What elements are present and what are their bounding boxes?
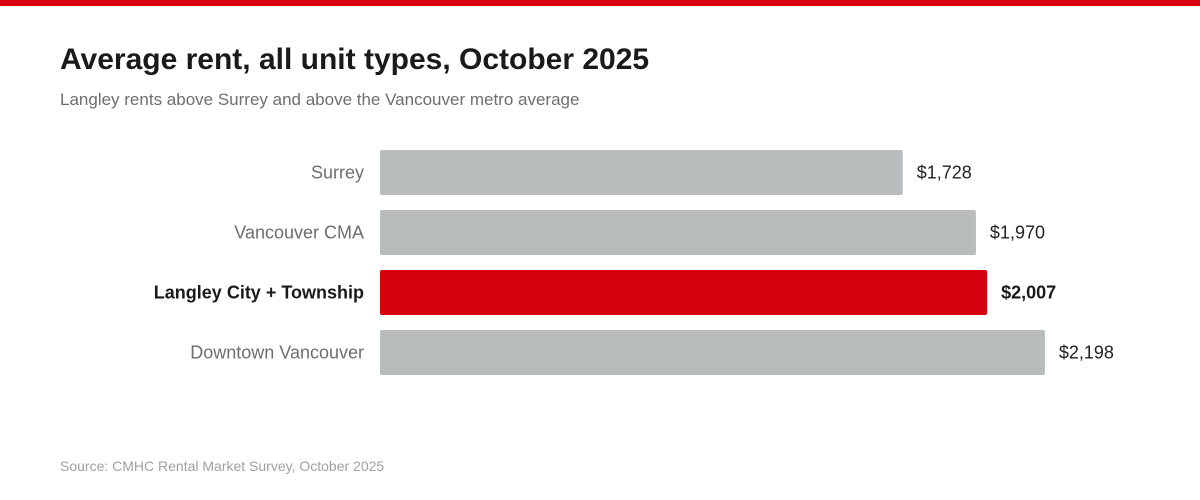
- value-label-vancouver-cma: $1,970: [990, 223, 1045, 243]
- value-label-downtown-vancouver: $2,198: [1059, 343, 1114, 363]
- source-note: Source: CMHC Rental Market Survey, Octob…: [60, 458, 385, 474]
- value-label-surrey: $1,728: [917, 163, 972, 183]
- bar-langley-city-township: [380, 270, 988, 315]
- category-label-downtown-vancouver: Downtown Vancouver: [190, 343, 364, 363]
- bar-surrey: [380, 150, 903, 195]
- category-label-vancouver-cma: Vancouver CMA: [234, 223, 364, 243]
- value-label-langley-city-township: $2,007: [1001, 283, 1056, 303]
- bar-vancouver-cma: [380, 210, 976, 255]
- category-label-surrey: Surrey: [311, 163, 364, 183]
- chart-subtitle: Langley rents above Surrey and above the…: [60, 90, 580, 109]
- chart-title: Average rent, all unit types, October 20…: [60, 43, 650, 76]
- bar-downtown-vancouver: [380, 330, 1045, 375]
- category-label-langley-city-township: Langley City + Township: [154, 283, 364, 303]
- top-accent-bar: [0, 0, 1200, 6]
